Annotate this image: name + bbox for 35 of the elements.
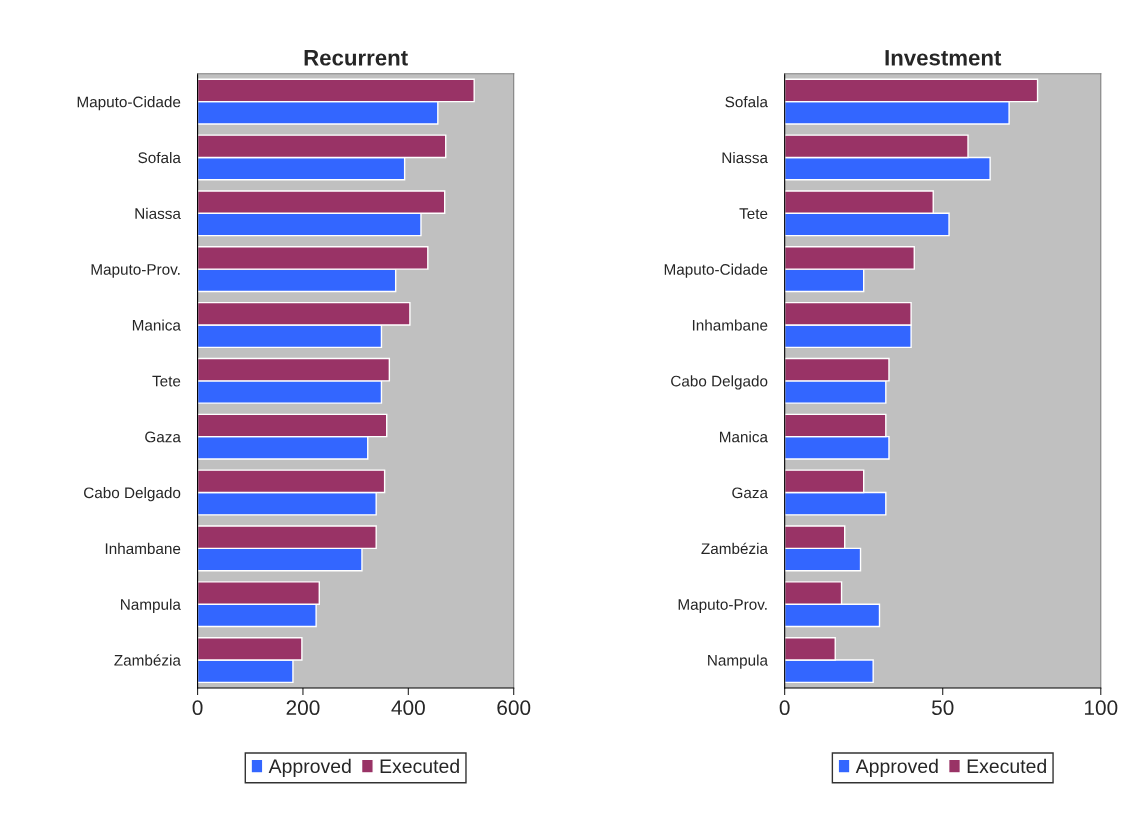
chart-title: Investment [885,50,1002,66]
legend-label: Approved [855,758,938,777]
x-tick-label: 0 [192,700,203,716]
x-tick-label: 200 [286,700,320,716]
x-tick-label: 0 [779,700,790,716]
y-tick-label: Maputo-Prov. [91,264,180,278]
y-tick-label: Nampula [708,654,768,669]
y-tick-label: Nampula [121,598,181,613]
y-tick-label: Zambézia [701,542,768,555]
legend-label: Executed [967,758,1046,774]
x-tick-label: 100 [1084,700,1118,716]
y-tick-label: Maputo-Prov. [678,599,767,613]
chart-title: Recurrent [304,50,408,66]
y-tick-label: Tete [152,375,181,387]
y-tick-label: Niassa [722,151,768,164]
y-tick-label: Cabo Delgado [671,375,768,390]
y-tick-label: Inhambane [105,542,181,555]
y-tick-label: Niassa [135,207,181,219]
x-tick-label: 50 [931,700,954,716]
y-tick-label: Manica [132,319,181,331]
y-tick-label: Sofala [138,151,181,164]
y-tick-label: Gaza [732,487,768,499]
y-tick-label: Inhambane [692,319,768,331]
y-tick-label: Cabo Delgado [84,486,181,502]
legend-label: Executed [380,758,459,774]
y-tick-label: Zambézia [114,654,181,666]
y-tick-label: Gaza [145,431,181,443]
legend-label: Approved [268,758,351,777]
y-tick-label: Tete [739,208,768,219]
x-tick-label: 600 [497,700,531,716]
x-tick-label: 400 [391,700,425,716]
y-tick-label: Manica [719,431,768,443]
y-tick-label: Maputo-Cidade [664,263,768,278]
y-tick-label: Sofala [725,96,768,108]
y-tick-label: Maputo-Cidade [77,96,181,111]
